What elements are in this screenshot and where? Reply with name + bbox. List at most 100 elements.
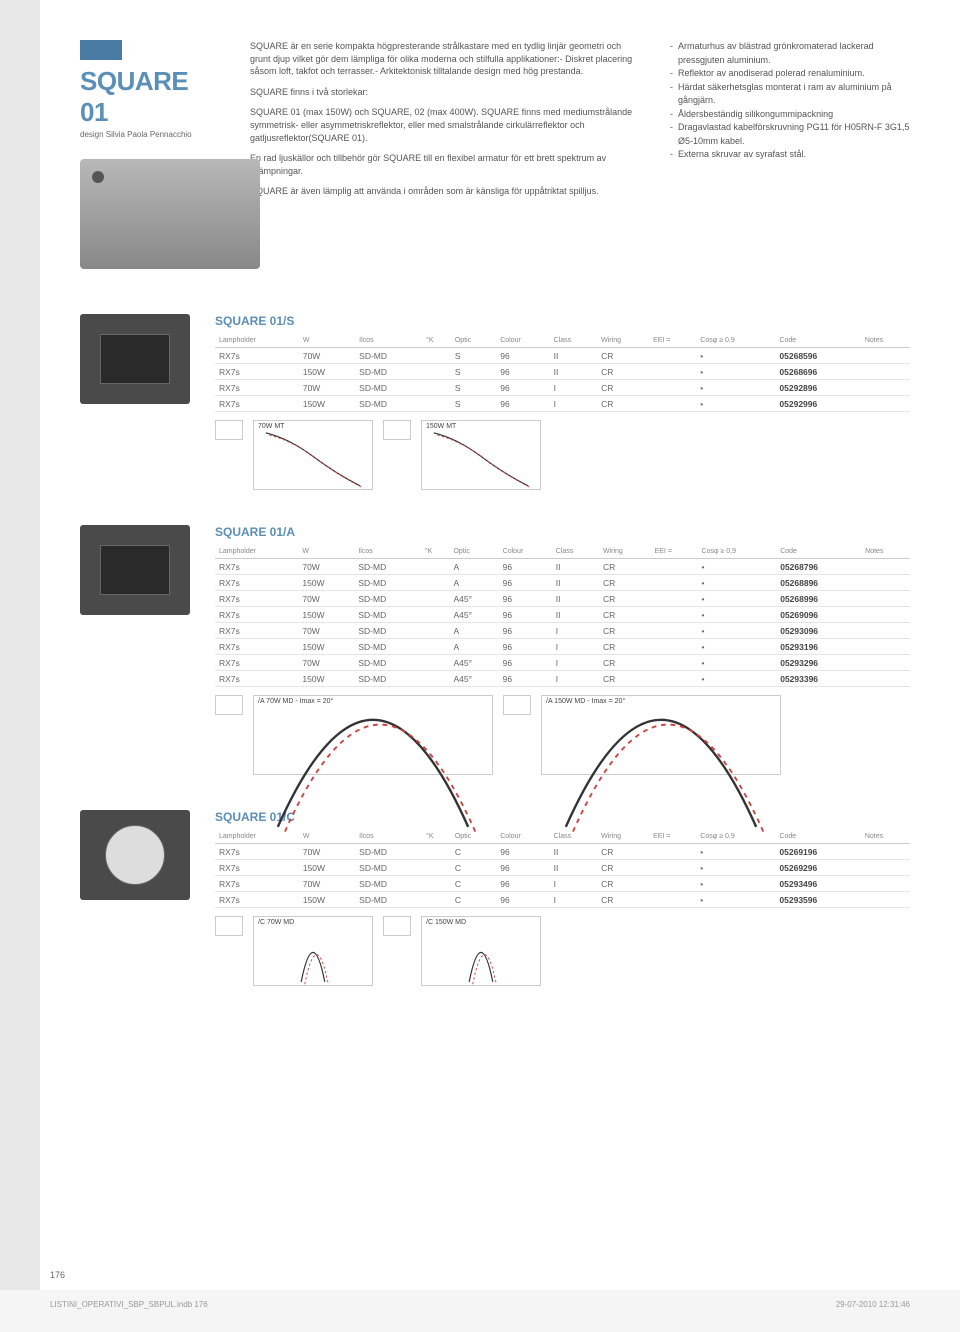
table-header: Cosφ ≥ 0,9 <box>698 545 777 559</box>
table-cell <box>422 380 451 396</box>
table-cell <box>861 559 910 575</box>
table-cell: I <box>552 639 599 655</box>
table-cell <box>861 844 910 860</box>
table-cell: 05268796 <box>776 559 861 575</box>
table-cell <box>422 348 451 364</box>
table-cell <box>651 655 698 671</box>
table-cell <box>861 396 910 412</box>
table-cell <box>649 876 696 892</box>
table-cell <box>649 892 696 908</box>
spec-table: LampholderWIlcos°KOpticColourClassWiring… <box>215 830 910 908</box>
chart-curve <box>254 917 372 988</box>
distribution-chart: /A 70W MD - Imax = 20° <box>253 695 493 775</box>
table-cell <box>421 559 450 575</box>
table-cell: 150W <box>298 639 354 655</box>
table-cell: SD-MD <box>354 575 420 591</box>
table-cell: I <box>552 655 599 671</box>
table-cell: 70W <box>299 348 355 364</box>
table-row: RX7s150WSD-MDC96IICR•05269296 <box>215 860 910 876</box>
product-thumbnail <box>80 314 190 404</box>
spec-item: Åldersbeständig silikongummipackning <box>670 108 910 122</box>
table-cell <box>861 591 910 607</box>
table-cell: SD-MD <box>354 559 420 575</box>
table-header: Wiring <box>597 334 649 348</box>
table-row: RX7s150WSD-MDA45°96IICR•05269096 <box>215 607 910 623</box>
table-cell: S <box>451 364 496 380</box>
table-cell <box>649 364 696 380</box>
table-cell: 05293196 <box>776 639 861 655</box>
table-cell: 05269096 <box>776 607 861 623</box>
table-cell: S <box>451 348 496 364</box>
table-cell <box>649 860 696 876</box>
table-cell: • <box>696 348 775 364</box>
spec-item: Reflektor av anodiserad polerad renalumi… <box>670 67 910 81</box>
desc-p4: En rad ljuskällor och tillbehör gör SQUA… <box>250 152 640 177</box>
table-row: RX7s70WSD-MDC96IICR•05269196 <box>215 844 910 860</box>
table-cell: SD-MD <box>355 876 422 892</box>
table-cell: • <box>698 575 777 591</box>
table-cell: II <box>550 860 598 876</box>
table-header: °K <box>421 545 450 559</box>
chart-curve <box>542 696 780 839</box>
table-header: Ilcos <box>354 545 420 559</box>
table-header: Notes <box>861 334 910 348</box>
table-cell: I <box>552 671 599 687</box>
table-cell: 70W <box>299 844 355 860</box>
table-cell <box>861 364 910 380</box>
table-cell: • <box>698 639 777 655</box>
specs-column: Armaturhus av blästrad grönkromaterad la… <box>670 40 910 269</box>
table-cell: C <box>451 844 496 860</box>
table-cell: CR <box>597 396 649 412</box>
table-cell <box>422 892 451 908</box>
table-cell <box>861 655 910 671</box>
table-cell: S <box>451 396 496 412</box>
desc-p1: SQUARE är en serie kompakta högpresteran… <box>250 40 640 78</box>
table-header: Notes <box>861 545 910 559</box>
table-cell: SD-MD <box>355 892 422 908</box>
table-cell: A <box>449 639 498 655</box>
table-cell <box>422 364 451 380</box>
table-header: Colour <box>496 334 549 348</box>
table-row: RX7s150WSD-MDS96ICR•05292996 <box>215 396 910 412</box>
table-cell: 05292996 <box>775 396 860 412</box>
hero-product-image <box>80 159 260 269</box>
left-margin <box>0 0 40 1290</box>
table-cell: RX7s <box>215 876 299 892</box>
legend-icon <box>215 916 243 936</box>
table-cell: 05293096 <box>776 623 861 639</box>
table-cell: CR <box>597 860 649 876</box>
spec-item: Externa skruvar av syrafast stål. <box>670 148 910 162</box>
table-cell: 05268596 <box>775 348 860 364</box>
table-cell: CR <box>599 671 651 687</box>
spec-table: LampholderWIlcos°KOpticColourClassWiring… <box>215 334 910 412</box>
table-cell: 96 <box>499 591 552 607</box>
table-cell: SD-MD <box>355 380 422 396</box>
table-cell: • <box>696 364 775 380</box>
chart-curve <box>254 696 492 839</box>
table-cell <box>421 655 450 671</box>
table-cell: SD-MD <box>354 591 420 607</box>
table-cell: I <box>550 396 598 412</box>
table-cell: SD-MD <box>354 623 420 639</box>
table-cell: RX7s <box>215 607 298 623</box>
table-cell: 96 <box>499 623 552 639</box>
distribution-chart: /A 150W MD - Imax = 20° <box>541 695 781 775</box>
table-cell: S <box>451 380 496 396</box>
table-cell <box>651 607 698 623</box>
table-row: RX7s70WSD-MDS96IICR•05268596 <box>215 348 910 364</box>
table-cell: CR <box>597 892 649 908</box>
table-row: RX7s70WSD-MDA45°96IICR•05268996 <box>215 591 910 607</box>
table-cell: 96 <box>499 639 552 655</box>
charts-row: /A 70W MD - Imax = 20° /A 150W MD - Imax … <box>215 695 910 775</box>
product-thumbnail <box>80 525 190 615</box>
table-cell: 96 <box>496 860 549 876</box>
distribution-chart: /C 70W MD <box>253 916 373 986</box>
table-cell: CR <box>597 348 649 364</box>
table-cell: A <box>449 559 498 575</box>
header: SQUARE 01 design Silvia Paola Pennacchio… <box>0 0 960 289</box>
table-header: Lampholder <box>215 334 299 348</box>
description-column: SQUARE är en serie kompakta högpresteran… <box>250 40 640 269</box>
table-cell: 96 <box>496 844 549 860</box>
table-cell <box>651 591 698 607</box>
table-cell <box>421 575 450 591</box>
